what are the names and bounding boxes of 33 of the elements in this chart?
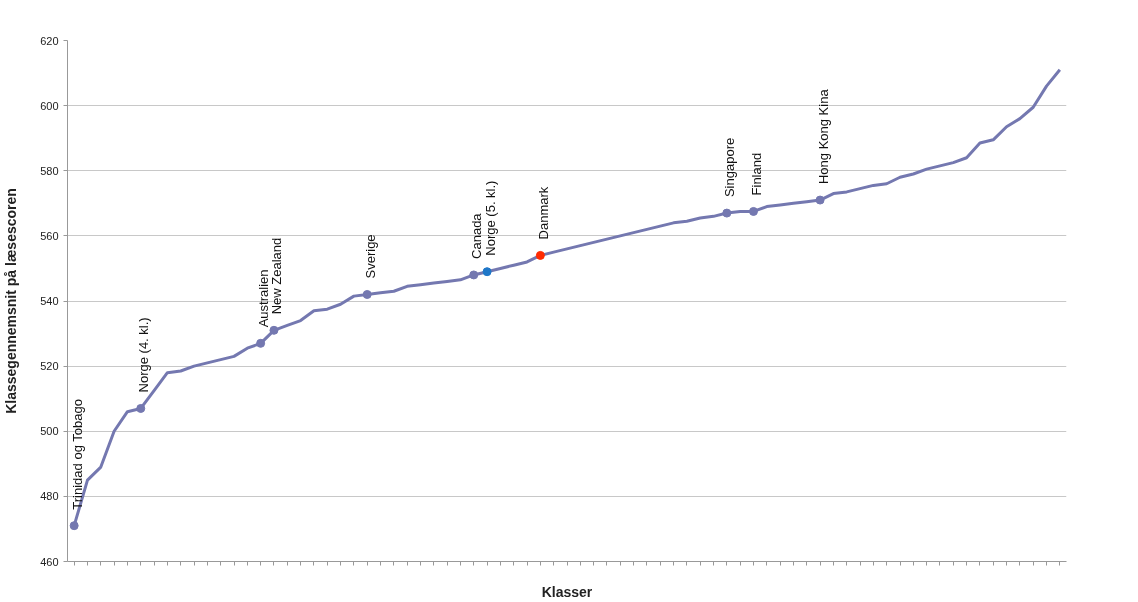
y-tick-label: 580 bbox=[40, 164, 59, 177]
point bbox=[269, 325, 279, 335]
annotation: Hong Kong Kina bbox=[815, 88, 831, 185]
annotation: Sverige bbox=[362, 234, 378, 279]
annotation: Trinidad og Tobago bbox=[69, 399, 85, 510]
y-tick-label: 600 bbox=[40, 99, 59, 112]
annotation: New Zealand bbox=[269, 237, 285, 315]
y-tick-label: 520 bbox=[40, 360, 59, 373]
point bbox=[535, 250, 545, 260]
annotation: Norge (5. kl.) bbox=[482, 180, 498, 256]
point bbox=[362, 290, 372, 299]
x-axis-title: Klasser bbox=[541, 583, 593, 600]
y-axis-title: Klassegennemsnit på læsescoren bbox=[3, 188, 20, 414]
y-tick-label: 460 bbox=[40, 555, 59, 568]
point bbox=[482, 267, 492, 277]
annotation: Australien bbox=[256, 269, 272, 328]
point bbox=[69, 521, 79, 531]
point bbox=[815, 195, 825, 205]
annotation: Finland bbox=[748, 152, 764, 196]
point bbox=[748, 206, 758, 216]
point bbox=[256, 338, 266, 348]
point bbox=[469, 270, 479, 280]
point bbox=[136, 403, 146, 413]
annotation: Norge (4. kl.) bbox=[136, 317, 152, 393]
annotation: Canada bbox=[469, 212, 485, 259]
y-tick-label: 560 bbox=[40, 229, 59, 242]
y-tick-label: 620 bbox=[40, 34, 59, 47]
y-tick-label: 540 bbox=[40, 295, 59, 307]
point bbox=[722, 208, 732, 218]
y-tick-label: 480 bbox=[40, 490, 59, 503]
y-tick-label: 500 bbox=[40, 425, 59, 438]
annotation: Danmark bbox=[535, 186, 551, 240]
annotation: Singapore bbox=[722, 137, 738, 198]
